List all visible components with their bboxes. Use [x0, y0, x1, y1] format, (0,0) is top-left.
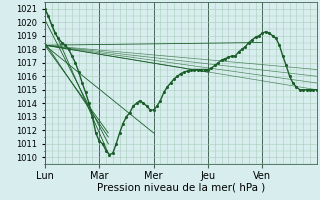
Point	[110, 152, 116, 155]
Point	[236, 50, 241, 54]
Point	[212, 64, 217, 67]
Point	[144, 104, 149, 108]
Point	[270, 34, 275, 37]
Point	[168, 81, 173, 85]
Point	[205, 68, 211, 71]
Point	[117, 131, 122, 135]
Point	[69, 54, 75, 58]
Point	[301, 88, 306, 91]
Point	[141, 102, 146, 105]
Point	[59, 41, 64, 44]
Point	[243, 45, 248, 48]
Point	[192, 68, 197, 71]
Point	[304, 88, 309, 91]
Point	[246, 41, 252, 44]
Point	[182, 71, 187, 74]
Point	[97, 139, 102, 143]
Point	[164, 85, 170, 89]
Point	[294, 85, 299, 89]
Point	[66, 48, 71, 51]
Point	[188, 68, 194, 71]
Point	[291, 81, 296, 85]
Point	[120, 122, 125, 125]
Point	[83, 91, 88, 94]
Point	[287, 75, 292, 78]
Point	[80, 81, 85, 85]
Point	[49, 23, 54, 27]
Point	[148, 108, 153, 112]
Point	[263, 30, 268, 33]
Point	[209, 67, 214, 70]
Point	[277, 44, 282, 47]
Point	[216, 61, 221, 64]
Point	[178, 72, 183, 75]
Point	[151, 108, 156, 112]
Point	[233, 54, 238, 58]
Point	[219, 58, 224, 62]
Point	[131, 104, 136, 108]
Point	[297, 88, 302, 91]
Point	[107, 153, 112, 156]
Point	[253, 36, 258, 39]
Point	[93, 131, 98, 135]
Point	[284, 64, 289, 67]
Point	[308, 88, 313, 91]
Point	[56, 37, 61, 40]
Point	[158, 99, 163, 102]
Point	[256, 34, 261, 37]
Point	[222, 57, 228, 60]
Point	[273, 37, 278, 40]
Point	[73, 61, 78, 64]
Point	[267, 31, 272, 35]
Point	[250, 38, 255, 41]
Point	[90, 115, 95, 118]
Point	[311, 88, 316, 91]
Point	[202, 68, 207, 71]
Point	[100, 142, 105, 145]
Point	[239, 48, 244, 51]
Point	[124, 115, 129, 118]
Point	[260, 31, 265, 35]
Point	[76, 71, 81, 74]
Point	[42, 7, 47, 10]
Point	[161, 91, 166, 94]
Point	[155, 104, 160, 108]
Point	[134, 102, 139, 105]
Point	[195, 68, 200, 71]
Point	[103, 149, 108, 152]
Point	[63, 44, 68, 47]
Point	[229, 54, 234, 58]
Point	[52, 31, 58, 35]
Point	[138, 99, 143, 102]
Point	[86, 102, 92, 105]
Point	[175, 75, 180, 78]
Point	[114, 142, 119, 145]
Point	[226, 56, 231, 59]
Point	[46, 14, 51, 17]
Point	[172, 77, 177, 81]
X-axis label: Pression niveau de la mer( hPa ): Pression niveau de la mer( hPa )	[97, 182, 265, 192]
Point	[185, 69, 190, 72]
Point	[127, 111, 132, 114]
Point	[280, 54, 285, 58]
Point	[199, 68, 204, 71]
Point	[314, 88, 319, 91]
